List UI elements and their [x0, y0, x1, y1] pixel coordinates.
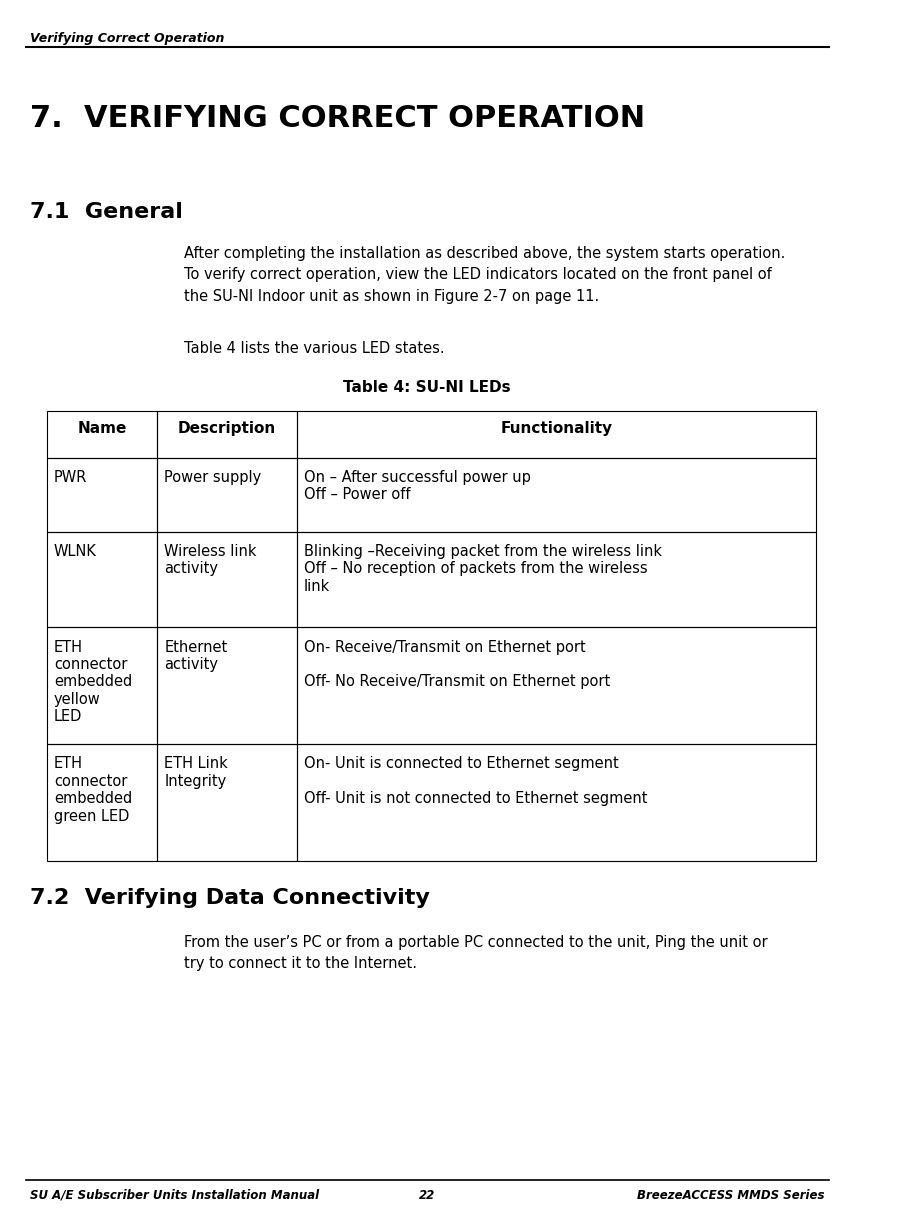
- Bar: [157, 628, 297, 745]
- Text: Verifying Correct Operation: Verifying Correct Operation: [30, 32, 224, 45]
- Text: After completing the installation as described above, the system starts operatio: After completing the installation as des…: [184, 246, 785, 261]
- Text: ETH
connector
embedded
green LED: ETH connector embedded green LED: [53, 757, 132, 823]
- Text: Name: Name: [78, 420, 127, 436]
- Text: Description: Description: [178, 420, 276, 436]
- Bar: [47, 628, 157, 745]
- Text: 7.  VERIFYING CORRECT OPERATION: 7. VERIFYING CORRECT OPERATION: [30, 104, 645, 134]
- Text: the SU-NI Indoor unit as shown in Figure 2-7 on page 11.: the SU-NI Indoor unit as shown in Figure…: [184, 289, 599, 304]
- Text: SU A/E Subscriber Units Installation Manual: SU A/E Subscriber Units Installation Man…: [30, 1188, 319, 1202]
- Text: 22: 22: [419, 1188, 435, 1202]
- Bar: [157, 531, 297, 628]
- Text: WLNK: WLNK: [53, 544, 97, 559]
- Bar: [297, 531, 815, 628]
- Bar: [157, 410, 297, 458]
- Text: ETH Link
Integrity: ETH Link Integrity: [165, 757, 228, 789]
- Bar: [297, 410, 815, 458]
- Bar: [47, 745, 157, 862]
- Text: 7.1  General: 7.1 General: [30, 202, 183, 221]
- Bar: [297, 628, 815, 745]
- Text: Wireless link
activity: Wireless link activity: [165, 544, 257, 576]
- Text: Table 4: SU-NI LEDs: Table 4: SU-NI LEDs: [343, 381, 511, 396]
- Text: Table 4 lists the various LED states.: Table 4 lists the various LED states.: [184, 342, 444, 356]
- Text: On – After successful power up
Off – Power off: On – After successful power up Off – Pow…: [304, 471, 530, 503]
- Bar: [157, 458, 297, 532]
- Text: To verify correct operation, view the LED indicators located on the front panel : To verify correct operation, view the LE…: [184, 267, 771, 283]
- Text: BreezeACCESS MMDS Series: BreezeACCESS MMDS Series: [637, 1188, 824, 1202]
- Text: Ethernet
activity: Ethernet activity: [165, 640, 227, 672]
- Bar: [47, 410, 157, 458]
- Text: try to connect it to the Internet.: try to connect it to the Internet.: [184, 956, 416, 971]
- Text: From the user’s PC or from a portable PC connected to the unit, Ping the unit or: From the user’s PC or from a portable PC…: [184, 935, 767, 950]
- Text: On- Receive/Transmit on Ethernet port

Off- No Receive/Transmit on Ethernet port: On- Receive/Transmit on Ethernet port Of…: [304, 640, 610, 689]
- Text: PWR: PWR: [53, 471, 87, 485]
- Text: 7.2  Verifying Data Connectivity: 7.2 Verifying Data Connectivity: [30, 889, 430, 908]
- Text: Blinking –Receiving packet from the wireless link
Off – No reception of packets : Blinking –Receiving packet from the wire…: [304, 544, 662, 594]
- Bar: [297, 745, 815, 862]
- Bar: [157, 745, 297, 862]
- Bar: [297, 458, 815, 532]
- Text: Power supply: Power supply: [165, 471, 262, 485]
- Bar: [47, 458, 157, 532]
- Text: On- Unit is connected to Ethernet segment

Off- Unit is not connected to Etherne: On- Unit is connected to Ethernet segmen…: [304, 757, 647, 806]
- Text: ETH
connector
embedded
yellow
LED: ETH connector embedded yellow LED: [53, 640, 132, 724]
- Text: Functionality: Functionality: [500, 420, 613, 436]
- Bar: [47, 531, 157, 628]
